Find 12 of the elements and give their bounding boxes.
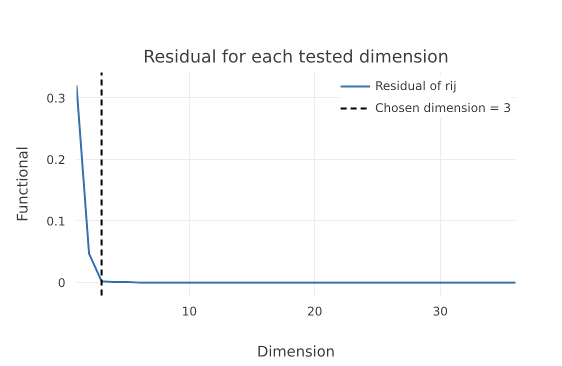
x-tick-label: 10 — [182, 304, 198, 318]
y-axis-title: Functional — [14, 146, 32, 222]
y-tick-label: 0.2 — [46, 152, 66, 167]
x-tick-label: 30 — [432, 304, 448, 318]
y-tick-label: 0.1 — [46, 214, 66, 228]
y-tick-label: 0 — [58, 276, 66, 290]
x-tick-label: 20 — [307, 304, 322, 318]
x-axis-title: Dimension — [257, 344, 335, 360]
chart-title: Residual for each tested dimension — [143, 48, 449, 68]
y-tick-label: 0.3 — [46, 91, 66, 106]
legend-label: Residual of rij — [375, 79, 457, 93]
legend-label: Chosen dimension = 3 — [375, 101, 511, 115]
